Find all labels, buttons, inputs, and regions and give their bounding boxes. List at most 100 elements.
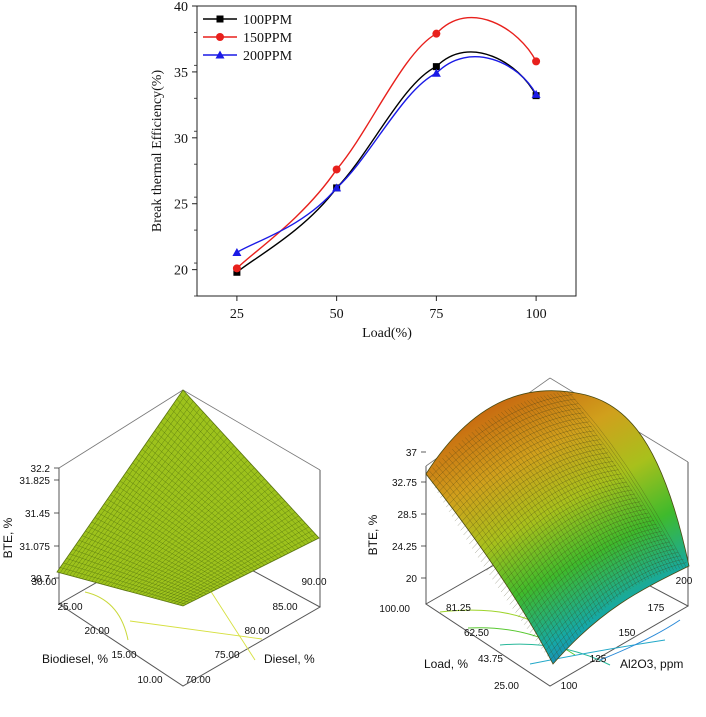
back-edge-right xyxy=(182,389,321,471)
mesh-line xyxy=(518,523,657,617)
data-point-200PPM xyxy=(431,68,441,77)
load-tick-label: 81.25 xyxy=(446,603,471,614)
mesh-line xyxy=(123,476,255,571)
mesh-line xyxy=(132,478,265,593)
surface-plot-right: 20 24.25 28.5 32.75 37 BTE, % 25.00 43.75 62.5… xyxy=(366,377,693,692)
y-tick-label: 25 xyxy=(174,198,188,213)
mesh-line xyxy=(454,435,598,522)
mesh-line xyxy=(524,531,662,625)
z-tick-label: 32.2 xyxy=(31,464,51,475)
mesh-line xyxy=(550,393,671,572)
mesh-line xyxy=(129,474,262,592)
data-point-150PPM xyxy=(532,57,541,66)
legend-marker xyxy=(216,33,224,41)
al2o3-axis-title: Al2O3, ppm xyxy=(620,657,683,671)
load-tick-label: 43.75 xyxy=(478,654,503,665)
al2o3-axis-ticks: 100 125 150 175 200 xyxy=(561,576,693,692)
z-axis-title: BTE, % xyxy=(1,517,15,558)
z-tick-label: 31.075 xyxy=(19,542,50,553)
mesh-line xyxy=(179,534,316,606)
mesh-line xyxy=(520,402,643,582)
al2o3-tick-label: 150 xyxy=(619,628,636,639)
mesh-line xyxy=(560,391,680,569)
response-surface xyxy=(56,389,320,607)
z-tick-label: 37 xyxy=(406,448,418,459)
legend: 100PPM 150PPM 200PPM xyxy=(203,13,293,64)
mesh-line xyxy=(437,408,581,494)
mesh-line xyxy=(141,489,275,596)
mesh-line xyxy=(163,515,299,602)
diesel-tick-label: 75.00 xyxy=(214,650,239,661)
mesh-line xyxy=(537,397,659,576)
plot-frame xyxy=(196,5,577,297)
line-chart: 20 25 30 35 40 25 50 75 100 Break thermal Effic… xyxy=(150,0,577,341)
al2o3-tick-label: 200 xyxy=(676,576,693,587)
mesh-line xyxy=(179,394,316,540)
mesh-line xyxy=(484,422,609,605)
mesh-line xyxy=(529,538,668,633)
mesh-line xyxy=(170,408,306,545)
series-layer xyxy=(232,16,541,276)
diesel-tick-label: 90.00 xyxy=(301,577,326,588)
mesh-line xyxy=(477,469,619,558)
mesh-line xyxy=(491,417,615,600)
biodiesel-axis-ticks: 10.00 15.00 20.00 25.00 30.00 xyxy=(31,577,162,686)
mesh-line xyxy=(428,394,573,479)
mesh-line xyxy=(509,512,649,605)
mesh-line xyxy=(446,421,589,508)
series-line-200PPM xyxy=(236,56,537,254)
mesh-line xyxy=(440,412,584,498)
mesh-line xyxy=(549,562,687,661)
x-tick-label: 100 xyxy=(526,307,547,322)
z-axis-title: BTE, % xyxy=(366,514,380,555)
mesh-line xyxy=(494,415,619,598)
mesh-line xyxy=(132,462,265,566)
mesh-line xyxy=(157,426,292,552)
mesh-line xyxy=(457,439,600,526)
mesh-line xyxy=(503,505,644,597)
mesh-line xyxy=(510,406,634,587)
mesh-line xyxy=(512,516,652,609)
y-axis-ticks: 20 25 30 35 40 xyxy=(174,0,197,297)
mesh-line xyxy=(527,400,649,580)
mesh-line xyxy=(546,394,668,573)
mesh-line xyxy=(176,398,313,542)
mesh-line xyxy=(442,458,569,646)
x-tick-label: 50 xyxy=(330,307,344,322)
legend-marker xyxy=(216,15,224,23)
data-point-150PPM xyxy=(232,264,241,273)
mesh-line xyxy=(448,451,575,639)
mesh-line xyxy=(474,465,617,554)
mesh-line xyxy=(434,403,579,489)
mesh-line xyxy=(500,501,641,593)
diesel-tick-label: 85.00 xyxy=(272,602,297,613)
mesh-line xyxy=(160,511,296,601)
data-point-150PPM xyxy=(432,29,441,38)
mesh-line xyxy=(553,393,674,571)
mesh-line xyxy=(429,470,557,661)
mesh-line xyxy=(135,482,269,594)
mesh-line xyxy=(466,452,608,540)
mesh-line xyxy=(160,421,296,551)
x-axis-ticks: 25 50 75 100 xyxy=(230,296,547,322)
mesh-line xyxy=(431,398,576,484)
z-axis-ticks: 20 24.25 28.5 32.75 37 xyxy=(392,448,426,585)
diesel-axis-title: Diesel, % xyxy=(264,652,315,666)
legend-label: 200PPM xyxy=(243,49,293,64)
z-tick-label: 32.75 xyxy=(392,478,417,489)
mesh-line xyxy=(530,399,653,578)
z-tick-label: 30.7 xyxy=(31,574,51,585)
mesh-line xyxy=(486,481,627,571)
mesh-line xyxy=(488,420,612,603)
mesh-line xyxy=(532,541,671,637)
diesel-tick-label: 80.00 xyxy=(244,626,269,637)
mesh-line xyxy=(167,519,303,602)
y-tick-label: 20 xyxy=(174,264,188,279)
load-tick-label: 100.00 xyxy=(379,604,410,615)
y-tick-label: 40 xyxy=(174,0,188,15)
legend-marker xyxy=(215,50,225,59)
y-axis-title: Break thermal Efficiency(%) xyxy=(150,70,165,233)
mesh-line xyxy=(498,497,638,588)
data-point-200PPM xyxy=(232,248,242,256)
